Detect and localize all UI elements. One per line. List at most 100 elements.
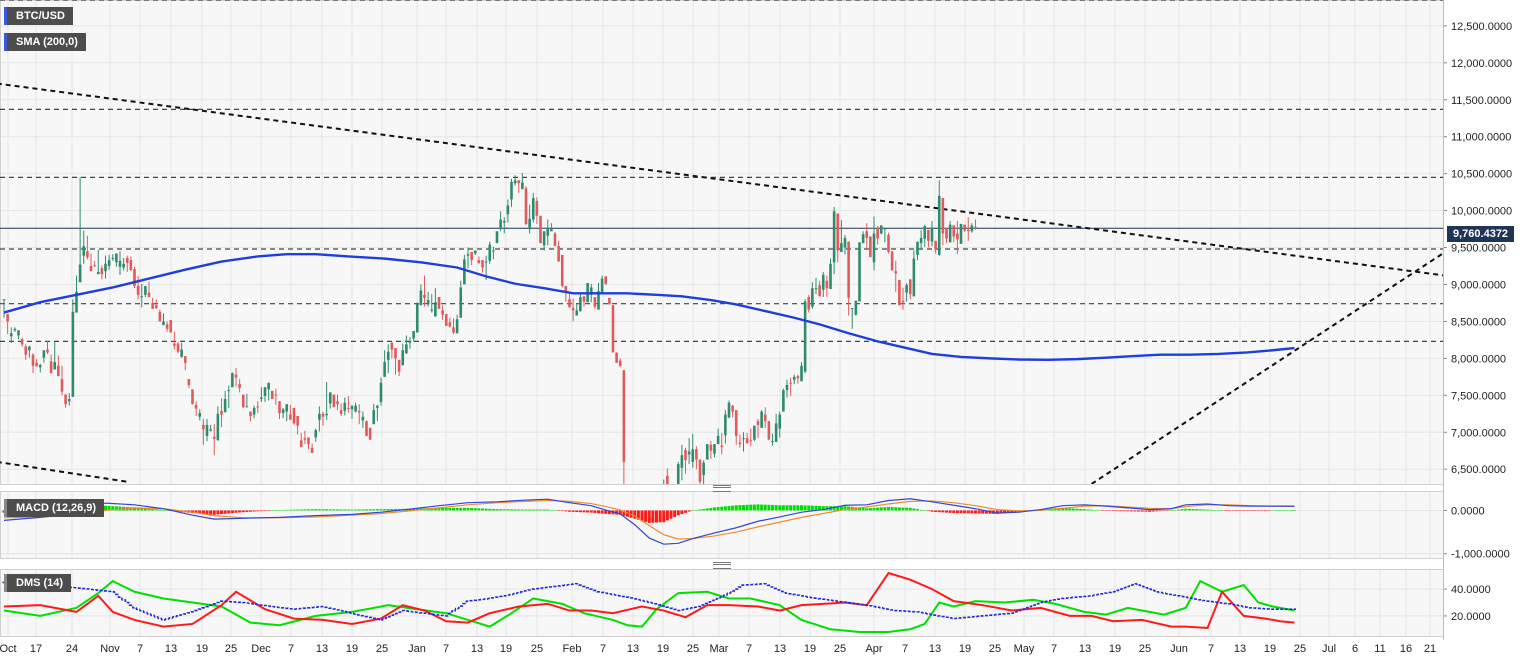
macd-histogram-bar [1268,510,1271,511]
dms-legend-badge[interactable]: DMS (14) [4,574,71,592]
macd-histogram-bar [293,510,296,511]
pane-splitter-dms[interactable] [713,562,731,569]
macd-histogram-bar [1119,510,1122,511]
macd-histogram-bar [575,510,578,512]
candle-body [778,415,781,429]
candle-body [184,356,187,363]
sma-legend-badge[interactable]: SMA (200,0) [4,33,86,51]
macd-histogram-bar [688,510,691,511]
x-tick-label: 7 [600,643,606,655]
candle-body [231,373,234,387]
macd-histogram-bar [162,510,165,511]
x-tick-label: 7 [288,643,294,655]
macd-histogram-bar [1170,510,1173,511]
candle-body [434,302,437,316]
macd-histogram-bar [978,510,981,513]
candle-body [307,437,310,444]
x-tick-label: 25 [531,643,543,655]
macd-histogram-bar [1217,510,1220,511]
macd-histogram-bar [474,508,477,510]
candle-body [902,301,905,302]
candle-body [855,301,858,315]
macd-histogram-bar [807,506,810,511]
x-tick-label: 7 [746,643,752,655]
candle-body [220,411,223,415]
macd-histogram-bar [514,509,517,510]
macd-histogram-bar [1134,510,1137,511]
macd-histogram-bar [383,509,386,510]
candle-body [155,305,158,308]
macd-histogram-bar [1137,510,1140,511]
candle-body [53,362,56,369]
candle-body [594,297,597,307]
macd-histogram-bar [477,508,480,510]
candle-body [6,314,9,321]
candle-body [202,425,205,429]
macd-histogram-bar [303,509,306,510]
candle-body [209,429,212,430]
candle-body [304,438,307,439]
candle-body [550,229,553,231]
candle-body [115,253,118,262]
y-tick-label: 12,000.0000 [1451,58,1512,70]
candle-body [604,276,607,283]
macd-histogram-bar [554,510,557,511]
macd-histogram-bar [550,510,553,511]
candle-body [227,390,230,391]
x-tick-label: 17 [30,643,42,655]
macd-legend-badge[interactable]: MACD (12,26,9) [4,499,104,517]
y-tick-label: 11,000.0000 [1451,132,1511,144]
macd-histogram-bar [702,509,705,511]
macd-histogram-bar [1108,510,1111,511]
macd-histogram-bar [970,510,973,513]
candle-body [499,219,502,227]
macd-histogram-bar [492,509,495,510]
pane-background-dms [0,569,1443,636]
macd-histogram-bar [1199,509,1202,510]
macd-histogram-bar [329,509,332,510]
macd-histogram-bar [909,508,912,511]
candle-body [713,444,716,454]
macd-histogram-bar [789,505,792,510]
macd-histogram-bar [1177,510,1180,511]
macd-histogram-bar [452,508,455,511]
candle-body [311,448,314,453]
candle-body [108,260,111,266]
candle-body [949,225,952,243]
candle-body [267,383,270,390]
macd-histogram-bar [1221,510,1224,511]
symbol-badge: BTC/USD [4,7,73,25]
x-tick-label: 25 [376,643,388,655]
candle-body [347,408,350,409]
y-tick-label: 11,500.0000 [1451,95,1511,107]
candle-body [423,295,426,298]
macd-histogram-bar [876,508,879,511]
candle-body [673,487,676,491]
x-tick-label: 25 [1294,643,1306,655]
macd-histogram-bar [322,509,325,510]
macd-histogram-bar [778,505,781,510]
macd-histogram-bar [644,510,647,521]
x-tick-label: 25 [989,643,1001,655]
macd-histogram-bar [467,508,470,511]
macd-histogram-bar [974,510,977,513]
candle-body [380,383,383,402]
candle-body [285,404,288,411]
candle-body [456,319,459,333]
candle-body [463,259,466,284]
macd-histogram-bar [912,509,915,511]
macd-histogram-bar [209,510,212,514]
macd-histogram-bar [1228,510,1231,511]
macd-histogram-bar [456,508,459,511]
macd-histogram-bar [949,510,952,512]
candle-body [57,366,60,376]
candle-body [869,236,872,257]
candle-body [278,401,281,413]
macd-histogram-bar [666,510,669,520]
candle-body [923,226,926,239]
candle-body [884,228,887,229]
pane-splitter-macd[interactable] [713,485,731,492]
candle-body [931,228,934,242]
x-tick-label: Jul [1322,643,1336,655]
